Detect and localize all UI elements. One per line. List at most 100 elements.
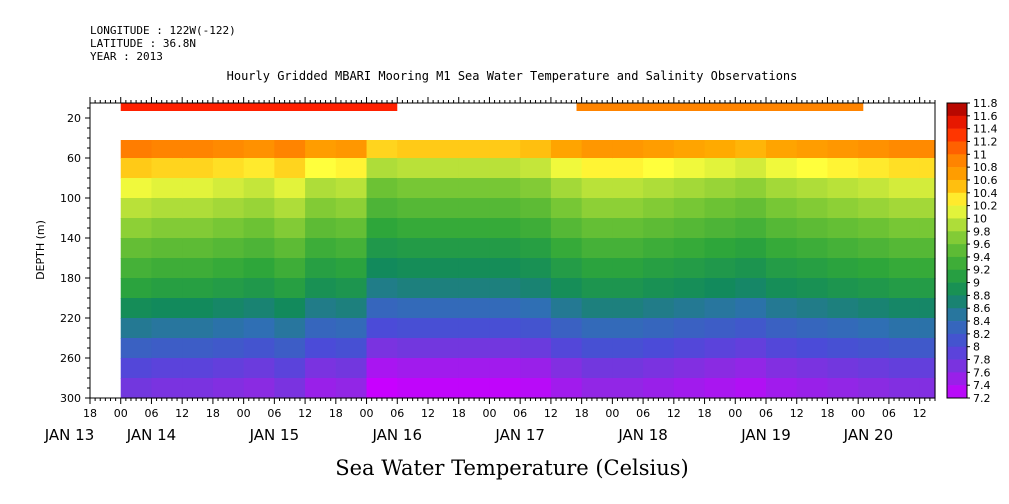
contour-cell — [520, 278, 552, 299]
contour-cell — [612, 258, 644, 279]
contour-cell — [796, 278, 829, 299]
contour-cell — [766, 318, 798, 339]
contour-cell — [151, 140, 183, 159]
contour-cell — [274, 238, 306, 259]
contour-cell — [151, 338, 183, 359]
contour-cell — [735, 238, 767, 259]
contour-cell — [643, 140, 675, 159]
x-tick-label: 18 — [698, 407, 712, 420]
x-tick-label: 00 — [114, 407, 128, 420]
contour-cell — [827, 378, 859, 399]
colorbar-swatch — [947, 295, 967, 309]
y-tick-label: 100 — [60, 192, 81, 205]
colorbar-swatch — [947, 205, 967, 219]
contour-cell — [796, 158, 829, 179]
contour-cell — [766, 158, 798, 179]
contour-cell — [827, 358, 859, 379]
contour-cell — [274, 338, 306, 359]
contour-cell — [428, 278, 460, 299]
contour-cell — [858, 238, 890, 259]
contour-cell — [243, 358, 275, 379]
contour-cell — [120, 318, 153, 339]
contour-cell — [888, 378, 921, 399]
contour-cell — [489, 278, 521, 299]
contour-cell — [243, 158, 275, 179]
contour-cell — [305, 318, 337, 339]
colorbar-label: 9.8 — [973, 225, 991, 238]
x-day-label: JAN 19 — [740, 426, 791, 444]
contour-cell — [151, 378, 183, 399]
contour-cell — [827, 298, 859, 319]
colorbar-label: 7.8 — [973, 354, 991, 367]
contour-cell — [489, 318, 521, 339]
contour-cell — [827, 278, 859, 299]
contour-cell — [766, 238, 798, 259]
contour-cell — [550, 338, 583, 359]
contour-cell — [520, 378, 552, 399]
year-label: YEAR : 2013 — [90, 50, 163, 63]
contour-cell — [550, 158, 583, 179]
contour-cell — [489, 140, 521, 159]
contour-cell — [581, 258, 613, 279]
x-tick-label: 06 — [882, 407, 896, 420]
contour-cell — [766, 338, 798, 359]
x-tick-label: 18 — [83, 407, 97, 420]
contour-cell — [673, 140, 706, 159]
contour-cell — [766, 258, 798, 279]
contour-cell — [796, 338, 829, 359]
contour-cell — [735, 318, 767, 339]
contour-cell — [827, 318, 859, 339]
contour-cell — [766, 378, 798, 399]
x-tick-label: 12 — [667, 407, 681, 420]
contour-cell — [120, 140, 153, 159]
contour-cell — [704, 278, 736, 299]
contour-cell — [520, 140, 552, 159]
contour-cell — [458, 338, 491, 359]
contour-cell — [735, 358, 767, 379]
contour-cell — [458, 198, 491, 219]
x-day-label: JAN 13 — [44, 426, 95, 444]
contour-cell — [182, 298, 214, 319]
contour-cell — [858, 158, 890, 179]
contour-cell — [673, 218, 706, 239]
contour-cell — [673, 318, 706, 339]
contour-cell — [550, 278, 583, 299]
contour-cell — [673, 258, 706, 279]
contour-cell — [397, 278, 429, 299]
contour-cell — [766, 178, 798, 199]
contour-cell — [643, 198, 675, 219]
contour-cell — [520, 198, 552, 219]
contour-cell — [550, 298, 583, 319]
x-day-label: JAN 18 — [617, 426, 668, 444]
x-day-label: JAN 17 — [494, 426, 545, 444]
colorbar-swatch — [947, 321, 967, 335]
contour-cell — [858, 338, 890, 359]
contour-cell — [335, 298, 368, 319]
x-axis-label: Sea Water Temperature (Celsius) — [335, 456, 689, 480]
contour-cell — [550, 218, 583, 239]
contour-cell — [704, 158, 736, 179]
contour-cell — [827, 218, 859, 239]
contour-cell — [366, 258, 398, 279]
contour-cell — [858, 140, 890, 159]
contour-cell — [858, 378, 890, 399]
contour-cell — [827, 198, 859, 219]
contour-cell — [489, 198, 521, 219]
contour-cell — [182, 318, 214, 339]
colorbar-swatch — [947, 192, 967, 206]
contour-cell — [243, 258, 275, 279]
contour-cell — [643, 238, 675, 259]
y-tick-label: 140 — [60, 232, 81, 245]
contour-cell — [643, 338, 675, 359]
plot-frame — [89, 102, 936, 399]
contour-cell — [428, 258, 460, 279]
contour-cell — [243, 238, 275, 259]
contour-cell — [243, 198, 275, 219]
contour-cell — [888, 238, 921, 259]
contour-cell — [643, 158, 675, 179]
x-axis-day-labels: JAN 13 JAN 14 JAN 15 JAN 16 JAN 17 JAN 18 JAN … — [44, 426, 893, 444]
contour-cell — [581, 298, 613, 319]
contour-cell — [366, 238, 398, 259]
contour-cell — [520, 338, 552, 359]
contour-cell — [182, 238, 214, 259]
